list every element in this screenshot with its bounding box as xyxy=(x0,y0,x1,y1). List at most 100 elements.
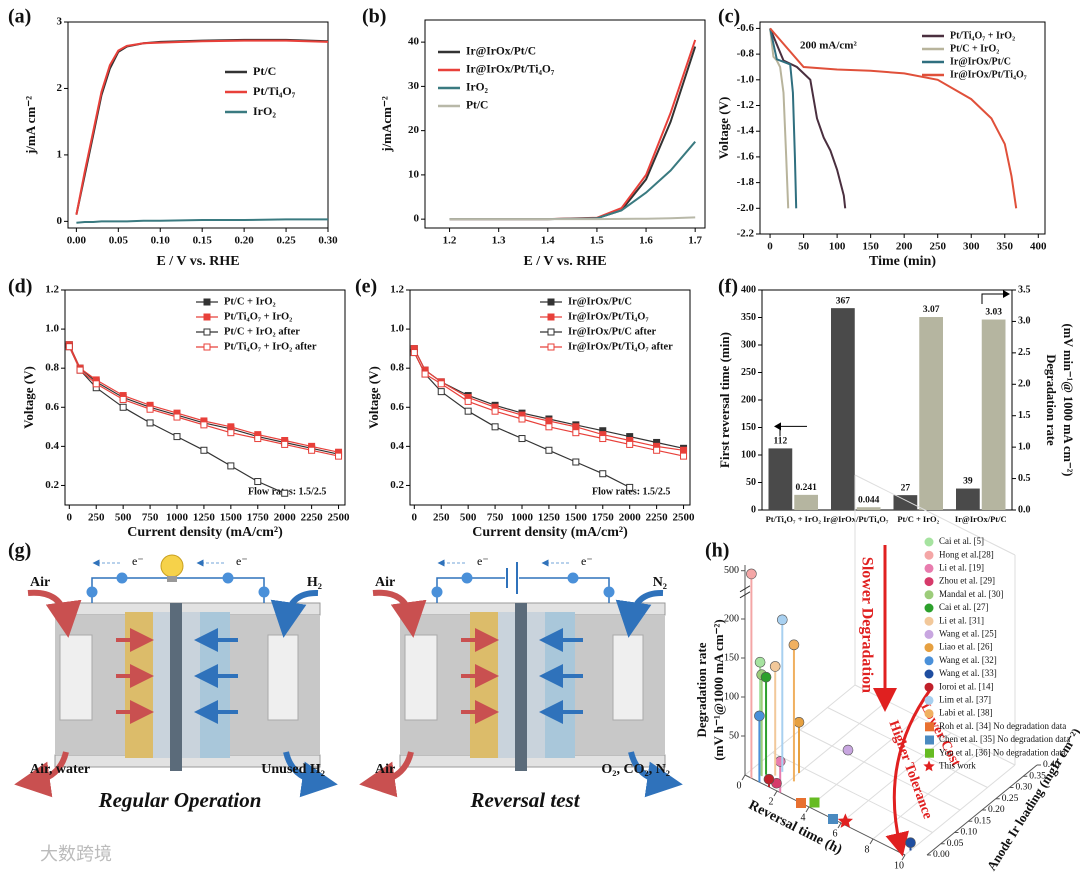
series-line xyxy=(76,218,328,224)
x-tick-label: 6 xyxy=(833,828,838,839)
legend-label: Ir@IrOx/Pt/Ti₄O₇ xyxy=(466,64,555,76)
x-tick-label: Pt/C + IrO₂ xyxy=(897,514,939,524)
series-marker xyxy=(464,407,472,415)
series-marker xyxy=(65,343,73,351)
x-tick-label: 150 xyxy=(862,241,879,253)
legend-label: Wang et al. [25] xyxy=(939,628,997,638)
x-axis-title: E / V vs. RHE xyxy=(156,254,239,269)
series-marker xyxy=(545,417,553,425)
series-marker xyxy=(335,452,343,460)
x-tick-label: 8 xyxy=(865,844,870,855)
x-tick-label: Ir@IrOx/Pt/C xyxy=(955,514,1007,524)
z-tick-label: 0.15 xyxy=(974,816,991,826)
electron-label: e⁻ xyxy=(236,554,248,568)
flow-field xyxy=(230,615,265,755)
legend-label: Zhou et al. [29] xyxy=(939,576,995,586)
diffusion-layer xyxy=(182,612,200,758)
x-tick xyxy=(869,838,874,845)
x-tick-label: 1250 xyxy=(193,512,216,524)
panel-label: (f) xyxy=(718,276,738,298)
flow-arrow xyxy=(14,751,69,798)
series-line xyxy=(413,352,684,457)
y-axis-title: Voltage (V) xyxy=(716,97,731,160)
point xyxy=(754,656,766,668)
x-tick-label: 200 xyxy=(896,241,913,253)
legend-marker xyxy=(924,669,934,679)
x-tick-label: 2250 xyxy=(301,512,324,524)
x-tick-label: 2 xyxy=(769,796,774,807)
x-tick-label: Ir@IrOx/Pt/Ti₄O₇ xyxy=(823,514,889,524)
x-tick-label: 250 xyxy=(88,512,105,524)
bar xyxy=(893,495,918,510)
legend-label: Pt/Ti₄O₇ xyxy=(253,84,296,98)
bar xyxy=(768,448,793,510)
outlet-label: Air, water xyxy=(30,762,90,777)
y2-tick-label: 1.0 xyxy=(1018,441,1031,452)
series-marker xyxy=(421,370,429,378)
x-tick-label: 0.10 xyxy=(151,235,171,247)
legend-label: Pt/Ti₄O₇ + IrO₂ xyxy=(224,311,292,322)
legend-label: Ir@IrOx/Pt/Ti₄O₇ xyxy=(568,311,649,322)
point xyxy=(842,744,854,756)
series-marker xyxy=(200,446,208,454)
series-line xyxy=(449,216,696,221)
y-tick-label: 0.4 xyxy=(45,440,59,452)
series-marker xyxy=(599,470,607,478)
circuit-node xyxy=(431,586,443,598)
flow-arrow xyxy=(270,589,319,638)
y-tick-label: 0 xyxy=(751,504,756,515)
series-marker xyxy=(410,349,418,357)
bar-value-label: 3.03 xyxy=(985,308,1002,318)
legend-marker xyxy=(924,656,934,666)
floor-grid xyxy=(827,707,988,788)
bar-value-label: 367 xyxy=(836,296,851,306)
legend-marker xyxy=(924,629,934,639)
y-tick-label: 500 xyxy=(724,565,739,576)
diffusion-layer xyxy=(498,612,515,758)
electron-label: e⁻ xyxy=(477,554,489,568)
flow-arrow xyxy=(615,589,664,638)
series-line xyxy=(68,346,285,494)
annotation: Slower Degradation xyxy=(858,557,875,693)
legend-label: This work xyxy=(939,760,976,770)
x-axis-title: Current density (mA/cm²) xyxy=(127,525,283,540)
series-marker xyxy=(599,435,607,443)
legend-label: Roh et al. [34] No degradation data xyxy=(939,721,1066,731)
point xyxy=(760,671,772,683)
legend-label: IrO₂ xyxy=(466,82,489,94)
inlet-label: Air xyxy=(30,575,50,590)
panel-label: (a) xyxy=(8,6,31,28)
y2-tick-label: 2.0 xyxy=(1018,379,1031,390)
circuit-node xyxy=(116,572,128,584)
y2-axis-title: Degradation rate xyxy=(1044,354,1058,446)
series-line xyxy=(75,38,329,215)
x-tick-label: 50 xyxy=(798,241,810,253)
x-tick-label: 1.6 xyxy=(639,235,653,247)
series-marker xyxy=(200,421,208,429)
x-tick-label: 0.05 xyxy=(109,235,129,247)
panel-label: (e) xyxy=(355,276,377,298)
series-marker xyxy=(119,403,127,411)
x-tick-label: 0.25 xyxy=(276,235,296,247)
legend-marker xyxy=(547,313,555,321)
diagram-title: Reversal test xyxy=(469,788,580,812)
legend-label: Pt/C + IrO₂ xyxy=(950,43,999,54)
series-marker xyxy=(653,446,661,454)
point xyxy=(796,798,806,808)
legend-label: Pt/C xyxy=(466,100,488,112)
x-tick-label: 1750 xyxy=(592,512,615,524)
series-marker xyxy=(254,478,262,486)
x-tick-label: 1.5 xyxy=(590,235,604,247)
series-marker xyxy=(254,435,262,443)
z-tick-label: 0.25 xyxy=(1002,794,1019,804)
bar-value-label: 0.044 xyxy=(858,495,880,505)
circuit-node xyxy=(461,572,473,584)
legend-label: Chen et al. [35] No degradation data xyxy=(939,734,1070,744)
y-tick-label: -1.4 xyxy=(737,125,755,137)
x-tick-label: 2000 xyxy=(619,512,642,524)
series-marker xyxy=(572,458,580,466)
x-tick xyxy=(837,822,842,829)
series-line xyxy=(449,141,696,221)
y-tick-label: -0.8 xyxy=(737,48,755,60)
x-tick-label: 0.00 xyxy=(67,235,87,247)
